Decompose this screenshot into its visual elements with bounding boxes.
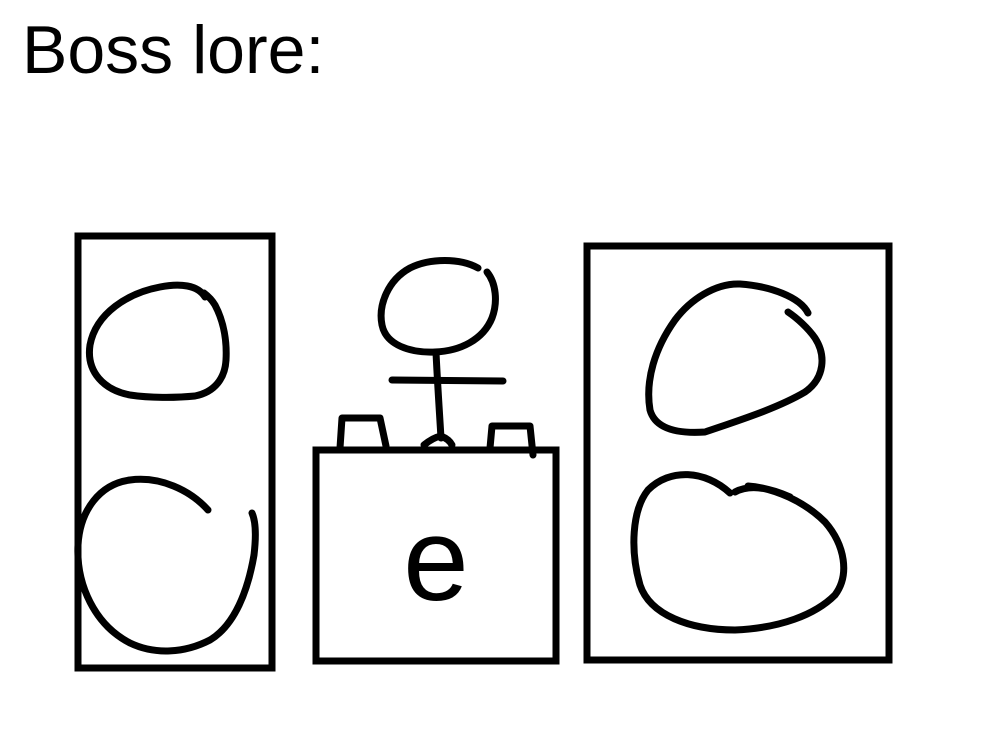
- right-box-group: [583, 242, 893, 664]
- figure-feet: [420, 432, 456, 449]
- left-box: [74, 232, 276, 672]
- left-box-group: [74, 232, 276, 672]
- figure-head: [377, 257, 499, 356]
- right-box-bottom-blob: [630, 471, 848, 634]
- right-box-top-blob: [645, 280, 826, 436]
- slide-title: Boss lore:: [22, 12, 325, 88]
- left-box-bottom-circle: [74, 475, 259, 655]
- left-battlement: [336, 414, 390, 452]
- left-box-top-circle: [85, 281, 230, 401]
- center-castle-group: e: [312, 257, 560, 665]
- right-battlement: [486, 422, 537, 459]
- center-box-letter: e: [403, 494, 469, 626]
- right-box: [583, 242, 893, 664]
- figure-arms: [388, 376, 507, 385]
- center-box: [312, 446, 560, 665]
- figure-body: [432, 348, 445, 442]
